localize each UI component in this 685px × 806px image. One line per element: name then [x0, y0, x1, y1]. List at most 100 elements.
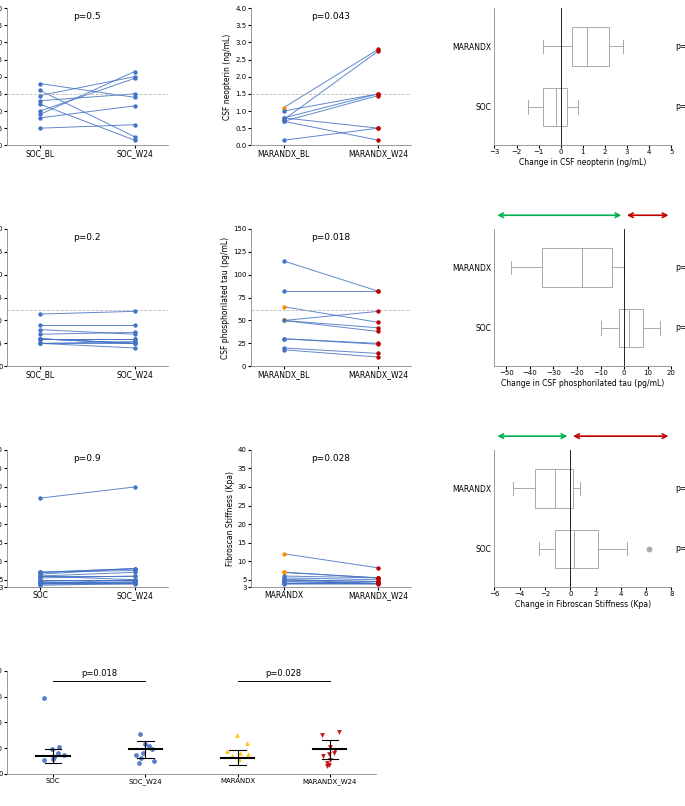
Point — [278, 314, 289, 327]
Point — [129, 70, 140, 83]
Point — [278, 332, 289, 345]
Point — [373, 337, 384, 350]
Point — [373, 322, 384, 334]
Point — [129, 332, 140, 345]
Point — [34, 323, 45, 336]
Point — [135, 728, 146, 741]
Point — [373, 44, 384, 57]
Point — [226, 750, 237, 762]
Point — [34, 108, 45, 121]
Point — [34, 337, 45, 350]
Point — [38, 754, 49, 767]
Text: p=0.028: p=0.028 — [266, 669, 302, 679]
Text: p=0.2: p=0.2 — [675, 323, 685, 332]
Point — [34, 98, 45, 110]
Point — [373, 562, 384, 575]
Point — [34, 566, 45, 579]
Point — [34, 332, 45, 345]
Point — [323, 748, 334, 761]
Point — [34, 318, 45, 331]
Point — [278, 111, 289, 124]
Point — [34, 492, 45, 505]
Text: p=0.9: p=0.9 — [675, 544, 685, 553]
Point — [373, 577, 384, 590]
Point — [129, 570, 140, 583]
Point — [373, 347, 384, 360]
Text: p=0.5: p=0.5 — [675, 102, 685, 111]
Point — [129, 577, 140, 590]
Point — [129, 570, 140, 583]
Point — [129, 573, 140, 586]
Point — [129, 305, 140, 318]
Point — [278, 314, 289, 327]
Point — [34, 566, 45, 579]
Point — [53, 740, 64, 753]
Point — [278, 255, 289, 268]
Point — [129, 577, 140, 590]
Point — [129, 337, 140, 350]
Point — [278, 332, 289, 345]
Point — [373, 285, 384, 297]
Point — [34, 579, 45, 592]
Point — [278, 577, 289, 590]
Point — [278, 115, 289, 128]
Point — [234, 746, 245, 759]
Point — [221, 744, 232, 757]
Point — [129, 335, 140, 348]
Point — [324, 753, 335, 766]
Point — [278, 115, 289, 128]
Point — [34, 575, 45, 588]
Point — [53, 746, 64, 759]
Point — [278, 570, 289, 583]
Point — [129, 573, 140, 586]
Point — [129, 332, 140, 345]
Point — [34, 105, 45, 118]
X-axis label: Change in CSF phosphorilated tau (pg/mL): Change in CSF phosphorilated tau (pg/mL) — [501, 379, 664, 388]
Point — [129, 566, 140, 579]
Point — [34, 332, 45, 345]
Point — [321, 756, 332, 769]
Point — [129, 342, 140, 355]
Point — [278, 111, 289, 124]
Point — [129, 118, 140, 131]
Point — [134, 756, 145, 769]
Point — [278, 577, 289, 590]
Bar — [555, 530, 598, 568]
Point — [373, 338, 384, 351]
Point — [129, 577, 140, 590]
Point — [34, 577, 45, 590]
Point — [34, 570, 45, 583]
Point — [34, 111, 45, 124]
Point — [140, 737, 151, 750]
Point — [34, 573, 45, 586]
Point — [278, 575, 289, 588]
Point — [373, 285, 384, 297]
Point — [325, 740, 336, 753]
Point — [373, 325, 384, 338]
Point — [324, 758, 335, 771]
Point — [278, 571, 289, 584]
Text: p=0.018: p=0.018 — [675, 263, 685, 272]
Point — [373, 134, 384, 147]
Point — [278, 575, 289, 588]
Point — [34, 571, 45, 584]
Point — [129, 562, 140, 575]
Point — [129, 134, 140, 147]
Point — [278, 573, 289, 586]
Point — [373, 578, 384, 591]
Text: p=0.018: p=0.018 — [81, 669, 117, 679]
Point — [278, 342, 289, 355]
Point — [129, 575, 140, 588]
Point — [129, 99, 140, 112]
Point — [129, 72, 140, 85]
Point — [373, 571, 384, 584]
Point — [373, 87, 384, 100]
Text: p=0.018: p=0.018 — [312, 233, 351, 242]
Point — [34, 337, 45, 350]
Point — [34, 77, 45, 90]
Point — [278, 573, 289, 586]
Point — [330, 743, 341, 756]
Point — [318, 750, 329, 762]
Point — [278, 343, 289, 356]
Point — [278, 577, 289, 590]
